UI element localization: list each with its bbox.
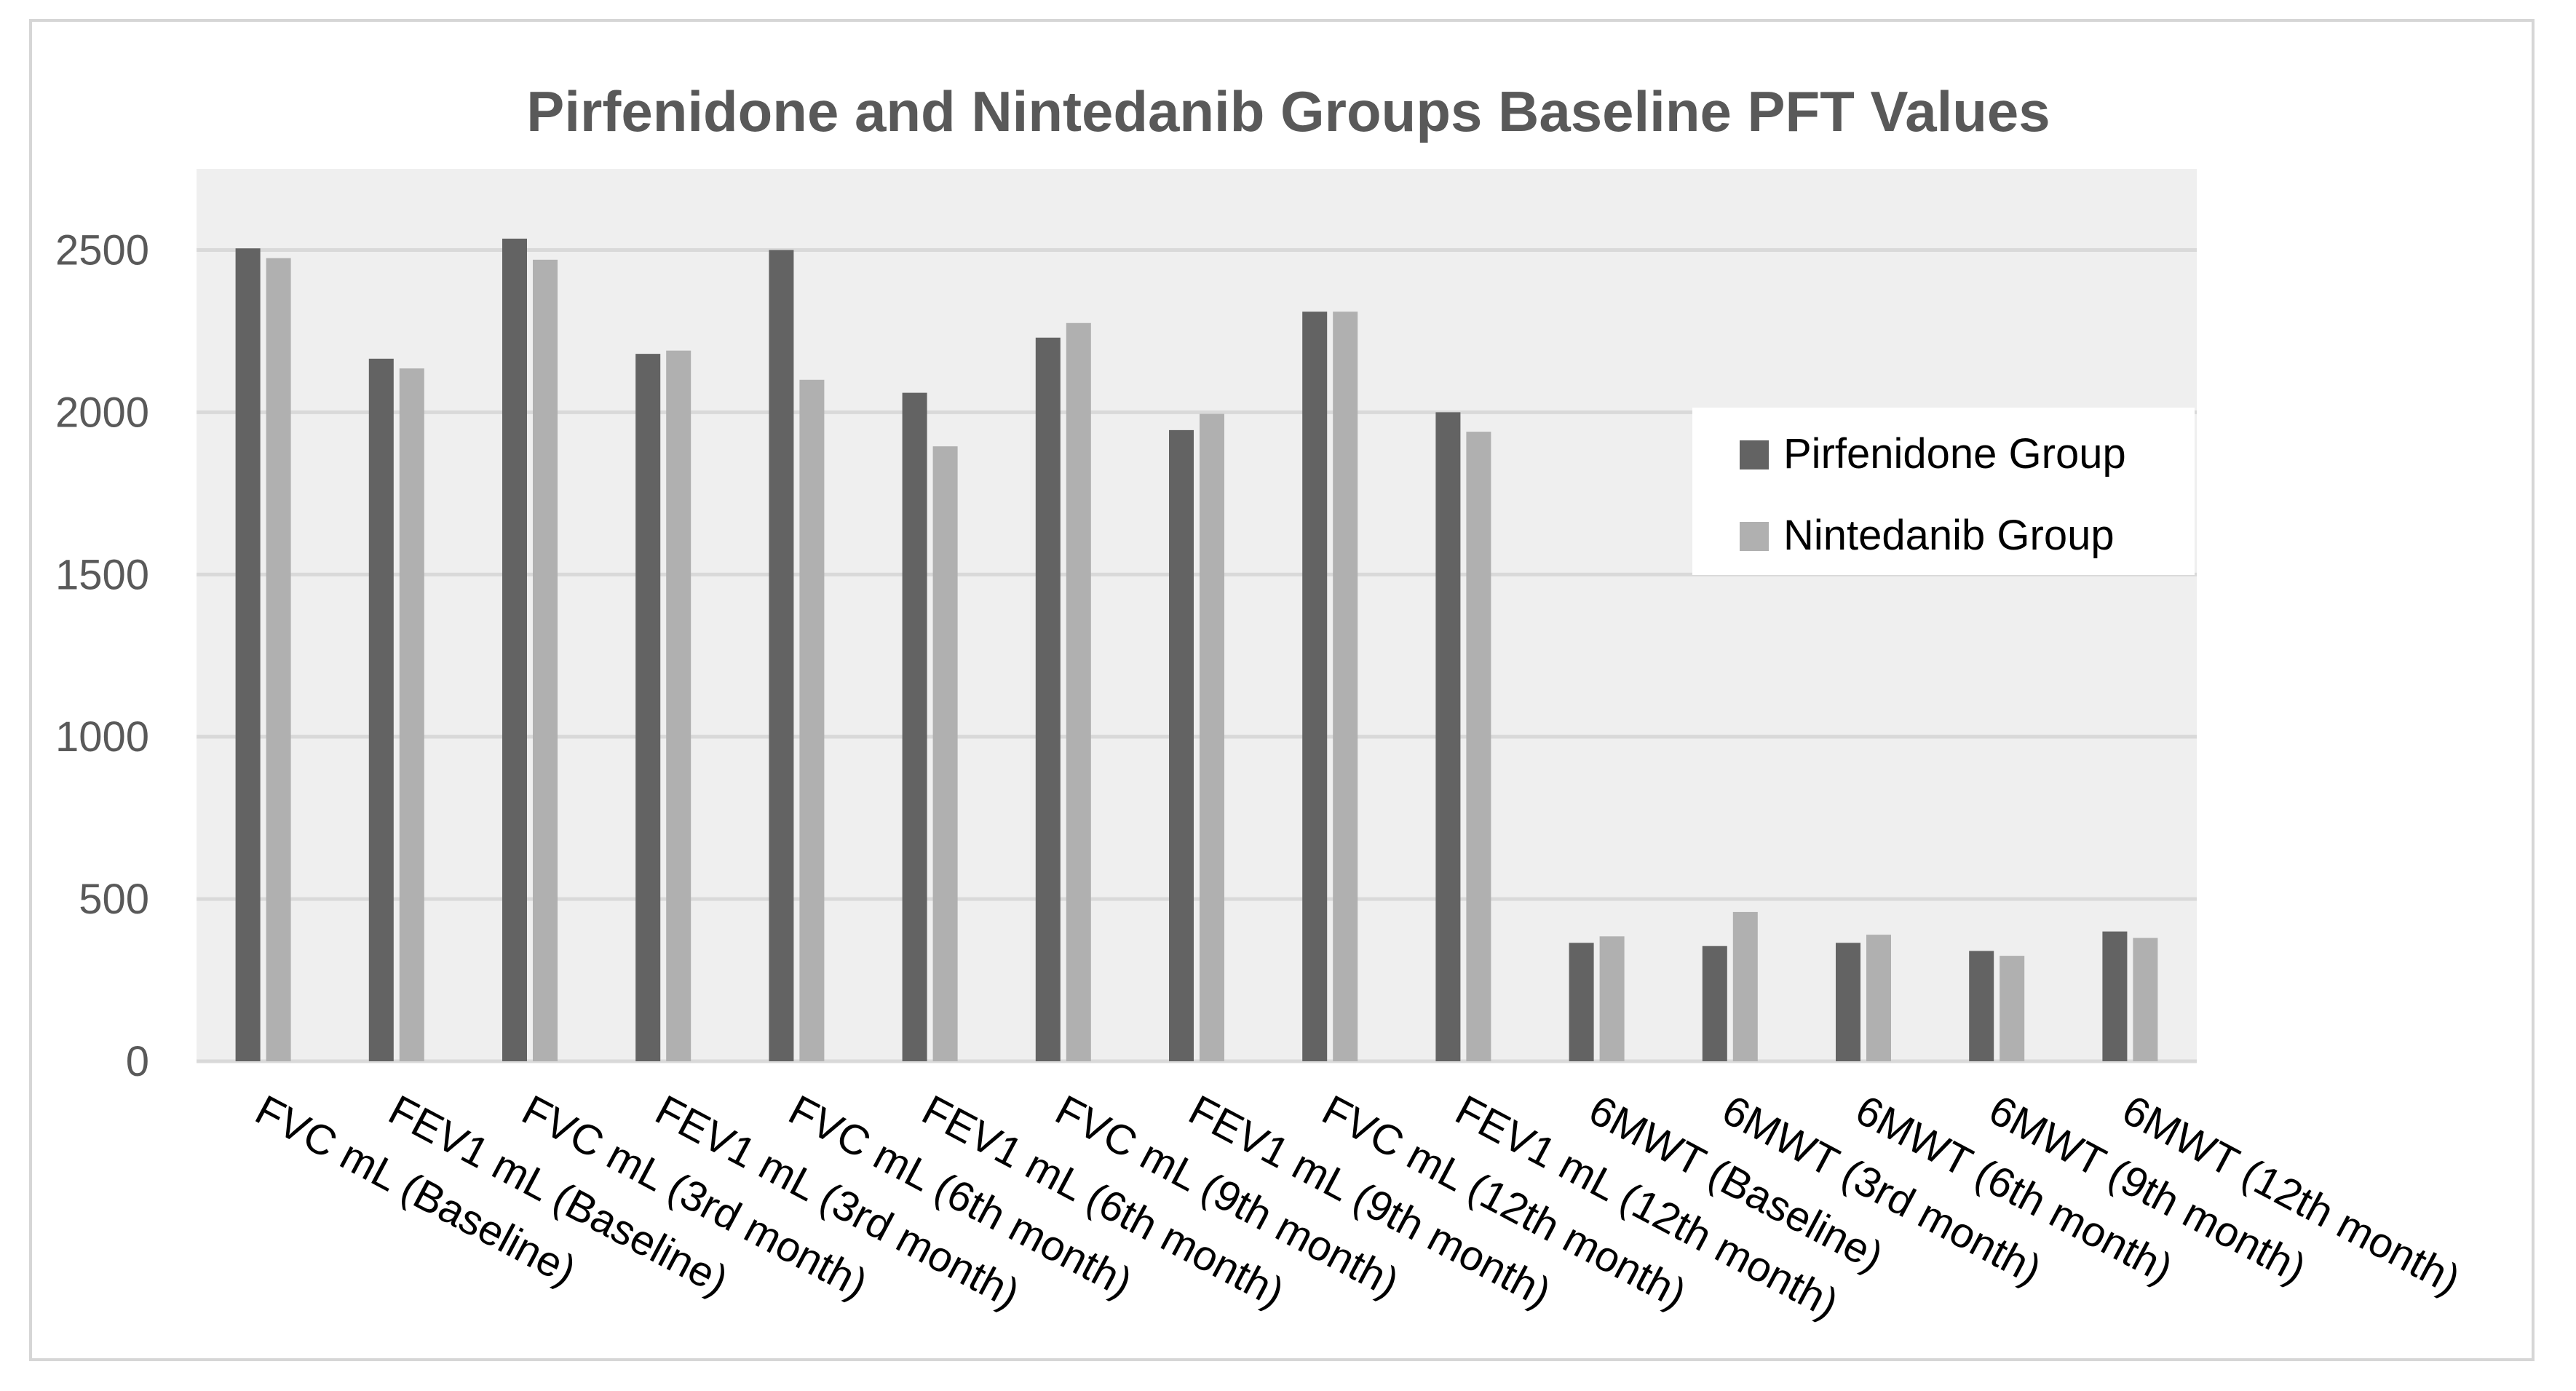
bar-nintedanib xyxy=(2133,938,2158,1061)
bar-pirfenidone xyxy=(2102,931,2128,1061)
bar-nintedanib xyxy=(1732,911,1758,1061)
y-tick-label: 0 xyxy=(126,1038,149,1085)
bar-nintedanib xyxy=(266,258,291,1062)
bar-nintedanib xyxy=(1066,322,1091,1061)
bar-pirfenidone xyxy=(1169,429,1194,1061)
bar-nintedanib xyxy=(399,368,424,1061)
bar-pirfenidone xyxy=(1836,943,1860,1061)
bar-pirfenidone xyxy=(1302,312,1328,1061)
bar-nintedanib xyxy=(799,379,825,1061)
y-tick-label: 1000 xyxy=(55,713,149,761)
legend-label-pirfenidone: Pirfenidone Group xyxy=(1783,430,2126,477)
legend-swatch-pirfenidone xyxy=(1740,440,1769,469)
bar-pirfenidone xyxy=(1435,412,1461,1061)
bar-nintedanib xyxy=(932,446,958,1061)
bar-nintedanib xyxy=(2000,956,2025,1061)
legend-swatch-nintedanib xyxy=(1740,522,1769,551)
y-tick-label: 1500 xyxy=(55,551,149,598)
x-axis-categories: FVC mL (Baseline)FEV1 mL (Baseline)FVC m… xyxy=(247,1086,2468,1328)
bars xyxy=(235,238,2158,1062)
gridlines xyxy=(197,247,2197,1063)
bar-pirfenidone xyxy=(902,392,927,1061)
bar-nintedanib xyxy=(1466,432,1491,1061)
y-tick-label: 2500 xyxy=(55,226,149,274)
y-tick-label: 500 xyxy=(79,876,149,923)
bar-nintedanib xyxy=(533,259,558,1061)
bar-pirfenidone xyxy=(502,238,527,1061)
bar-pirfenidone xyxy=(1969,951,1994,1061)
bar-pirfenidone xyxy=(1035,337,1061,1061)
bar-pirfenidone xyxy=(235,248,261,1061)
bar-pirfenidone xyxy=(1569,943,1594,1061)
legend-box xyxy=(1692,408,2195,575)
chart-title: Pirfenidone and Nintedanib Groups Baseli… xyxy=(526,79,2050,143)
bar-nintedanib xyxy=(1866,935,1891,1061)
y-tick-label: 2000 xyxy=(55,389,149,436)
bar-nintedanib xyxy=(666,350,691,1061)
bar-pirfenidone xyxy=(635,354,661,1062)
bar-pirfenidone xyxy=(368,358,394,1061)
bar-nintedanib xyxy=(1200,413,1224,1061)
legend: Pirfenidone Group Nintedanib Group xyxy=(1692,408,2195,575)
plot-area xyxy=(197,169,2197,1061)
bar-pirfenidone xyxy=(769,250,794,1061)
legend-label-nintedanib: Nintedanib Group xyxy=(1783,512,2115,559)
y-axis-ticks: 0 500 1000 1500 2000 2500 xyxy=(55,226,149,1085)
bar-nintedanib xyxy=(1599,936,1625,1061)
bar-pirfenidone xyxy=(1702,946,1727,1061)
bar-nintedanib xyxy=(1333,312,1358,1061)
